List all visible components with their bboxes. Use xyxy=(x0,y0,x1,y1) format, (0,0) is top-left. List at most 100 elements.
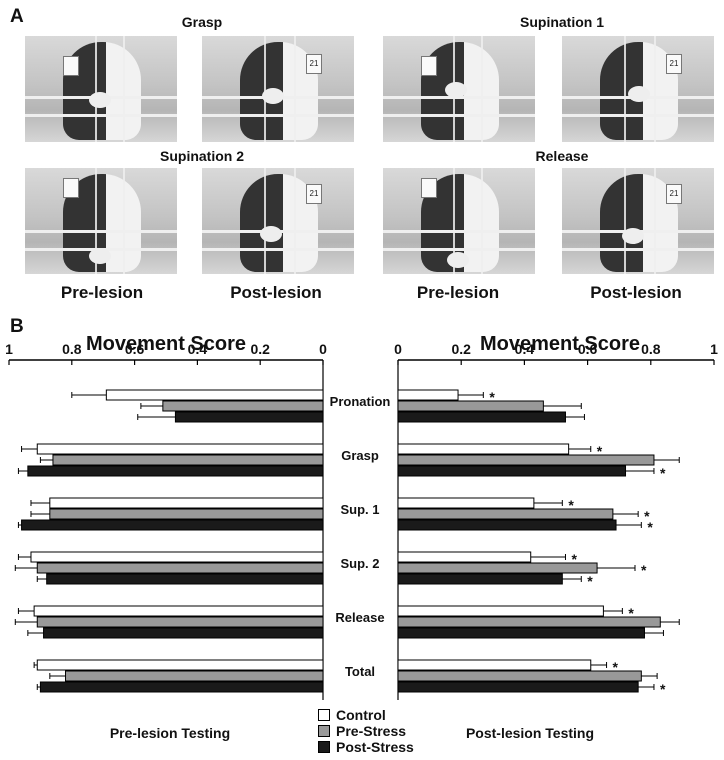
significance-marker: * xyxy=(641,562,647,578)
significance-marker: * xyxy=(660,465,666,481)
bar-control xyxy=(36,659,324,671)
x-tick-label: 0.4 xyxy=(188,341,208,357)
photo-supination-1-post-lesion: 21 xyxy=(562,36,714,142)
legend-swatch-pre-stress xyxy=(318,725,330,737)
chart-legend: Control Pre-Stress Post-Stress xyxy=(318,707,414,755)
x-tick-label: 1 xyxy=(710,341,718,357)
bar-post-stress xyxy=(39,681,324,693)
significance-marker: * xyxy=(489,389,495,405)
x-tick-label: 0.8 xyxy=(641,341,661,357)
bar-pre-stress xyxy=(52,454,324,466)
significance-marker: * xyxy=(568,497,574,513)
bar-pre-stress xyxy=(36,616,324,628)
photo-title-grasp: Grasp xyxy=(181,14,223,30)
photo-grasp-pre-lesion xyxy=(25,36,177,142)
significance-marker: * xyxy=(628,605,634,621)
x-tick-label: 0.4 xyxy=(515,341,535,357)
bar-control xyxy=(397,551,532,563)
bar-control xyxy=(30,551,324,563)
ear-tag-icon xyxy=(63,56,79,76)
chart-title: Movement Score xyxy=(86,333,246,355)
bar-post-stress xyxy=(397,519,617,531)
legend-item-control: Control xyxy=(318,707,414,723)
legend-label-control: Control xyxy=(336,707,386,723)
photo-title-release: Release xyxy=(535,148,589,164)
x-tick-label: 0 xyxy=(394,341,402,357)
x-tick-label: 1 xyxy=(5,341,13,357)
x-tick-label: 0.2 xyxy=(451,341,471,357)
x-tick-label: 0.6 xyxy=(578,341,598,357)
ear-tag-icon xyxy=(421,56,437,76)
photo-grasp-post-lesion: 21 xyxy=(202,36,354,142)
bar-pre-stress xyxy=(397,670,642,682)
legend-item-post-stress: Post-Stress xyxy=(318,739,414,755)
x-tick-label: 0 xyxy=(319,341,327,357)
bar-post-stress xyxy=(43,627,324,639)
bar-control xyxy=(397,605,604,617)
x-tick-label: 0.2 xyxy=(250,341,270,357)
legend-label-post-stress: Post-Stress xyxy=(336,739,414,755)
bar-control xyxy=(33,605,324,617)
bar-post-stress xyxy=(397,573,563,585)
ear-tag-icon xyxy=(421,178,437,198)
significance-marker: * xyxy=(660,681,666,697)
bar-post-stress xyxy=(397,627,645,639)
category-label: Release xyxy=(335,610,384,625)
panel-b-letter: B xyxy=(10,316,24,337)
photo-title-supination-1: Supination 1 xyxy=(520,14,604,30)
legend-swatch-post-stress xyxy=(318,741,330,753)
bar-control xyxy=(397,389,459,401)
photo-supination-2-post-lesion: 21 xyxy=(202,168,354,274)
legend-swatch-control xyxy=(318,709,330,721)
condition-label-pre-lesion: Pre-lesion xyxy=(60,283,144,302)
photo-supination-2-pre-lesion xyxy=(25,168,177,274)
significance-marker: * xyxy=(613,659,619,675)
x-tick-label: 0.8 xyxy=(62,341,82,357)
bar-pre-stress xyxy=(397,400,544,412)
photo-title-supination-2: Supination 2 xyxy=(160,148,244,164)
category-label: Pronation xyxy=(330,394,391,409)
bar-post-stress xyxy=(397,465,627,477)
bar-pre-stress xyxy=(65,670,324,682)
post-lesion-testing-label: Post-lesion Testing xyxy=(465,725,595,741)
bar-post-stress xyxy=(174,411,324,423)
significance-marker: * xyxy=(597,443,603,459)
condition-label-post-lesion: Post-lesion xyxy=(230,283,322,302)
pre-lesion-testing-label: Pre-lesion Testing xyxy=(109,725,231,741)
category-label: Total xyxy=(345,664,375,679)
bar-post-stress xyxy=(27,465,324,477)
bar-post-stress xyxy=(397,681,639,693)
category-label: Sup. 2 xyxy=(340,556,379,571)
category-label: Sup. 1 xyxy=(340,502,379,517)
significance-marker: * xyxy=(644,508,650,524)
condition-label-pre-lesion: Pre-lesion xyxy=(416,283,500,302)
bar-control xyxy=(36,443,324,455)
bar-control xyxy=(397,497,535,509)
bar-control xyxy=(397,443,570,455)
bar-pre-stress xyxy=(397,454,655,466)
ear-tag-number: 21 xyxy=(666,184,682,204)
bar-control xyxy=(105,389,324,401)
bar-control xyxy=(49,497,324,509)
ear-tag-number: 21 xyxy=(306,54,322,74)
ear-tag-icon xyxy=(63,178,79,198)
significance-marker: * xyxy=(587,573,593,589)
bar-pre-stress xyxy=(162,400,324,412)
significance-marker: * xyxy=(571,551,577,567)
bar-pre-stress xyxy=(397,616,661,628)
bar-pre-stress xyxy=(49,508,324,520)
ear-tag-number: 21 xyxy=(666,54,682,74)
category-label: Grasp xyxy=(341,448,379,463)
condition-label-post-lesion: Post-lesion xyxy=(590,283,682,302)
bar-post-stress xyxy=(21,519,324,531)
x-tick-label: 0.6 xyxy=(125,341,145,357)
significance-marker: * xyxy=(647,519,653,535)
bar-post-stress xyxy=(46,573,324,585)
bar-control xyxy=(397,659,592,671)
bar-post-stress xyxy=(397,411,566,423)
ear-tag-number: 21 xyxy=(306,184,322,204)
panel-a-letter: A xyxy=(10,6,24,27)
legend-item-pre-stress: Pre-Stress xyxy=(318,723,414,739)
bar-pre-stress xyxy=(397,562,598,574)
